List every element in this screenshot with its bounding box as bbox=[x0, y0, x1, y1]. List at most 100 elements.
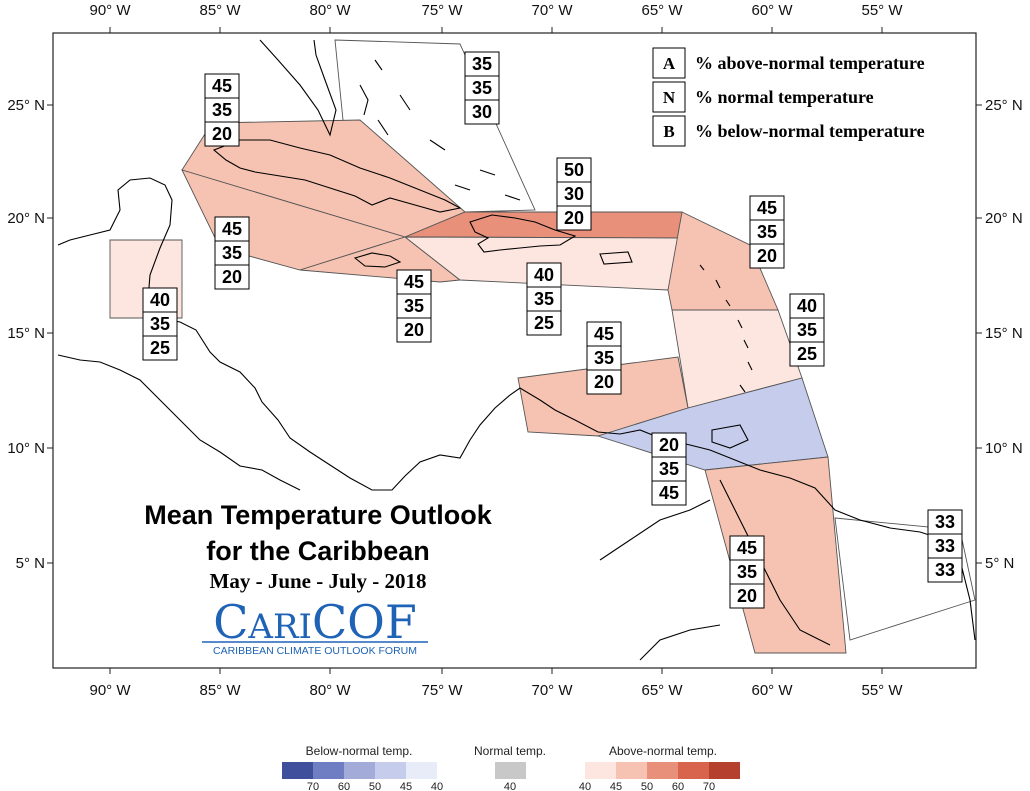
legend-below-tick: 50 bbox=[369, 781, 381, 791]
x-top-label: 55° W bbox=[861, 2, 903, 19]
box-value-B: 25 bbox=[150, 338, 170, 358]
legend-below-swatch bbox=[406, 762, 437, 779]
box-value-N: 30 bbox=[564, 184, 584, 204]
legend-normal-title: Normal temp. bbox=[474, 744, 546, 758]
box-value-B: 45 bbox=[659, 483, 679, 503]
legend-below-tick: 60 bbox=[338, 781, 350, 791]
x-bottom-label: 70° W bbox=[531, 682, 573, 699]
box-value-A: 45 bbox=[404, 272, 424, 292]
box-value-A: 40 bbox=[797, 296, 817, 316]
x-bottom-label: 75° W bbox=[421, 682, 463, 699]
box-value-N: 35 bbox=[222, 243, 242, 263]
box-cell bbox=[464, 75, 500, 101]
legend-normal-tick: 40 bbox=[504, 781, 516, 791]
box-cell bbox=[651, 480, 687, 506]
color-legend: Below-normal temp. Normal temp. Above-no… bbox=[282, 744, 740, 791]
box-cell bbox=[214, 264, 250, 290]
box-value-N: 35 bbox=[472, 78, 492, 98]
box-value-B: 20 bbox=[222, 267, 242, 287]
box-value-N: 35 bbox=[212, 100, 232, 120]
key-letter-box bbox=[652, 47, 686, 79]
box-value-B: 33 bbox=[935, 560, 955, 580]
box-cell bbox=[396, 293, 432, 319]
legend-above-tick: 45 bbox=[610, 781, 622, 791]
box-cell bbox=[789, 317, 825, 343]
box-cell bbox=[142, 311, 178, 337]
probability-box: 33 33 33 bbox=[927, 509, 963, 583]
title-block: Mean Temperature Outlook for the Caribbe… bbox=[144, 500, 493, 593]
x-bottom-label: 85° W bbox=[199, 682, 241, 699]
box-value-B: 25 bbox=[797, 344, 817, 364]
box-cell bbox=[464, 51, 500, 77]
region-french-guiana bbox=[834, 517, 976, 641]
key-text: % above-normal temperature bbox=[695, 53, 925, 73]
svg-text:CARICOF: CARICOF bbox=[213, 595, 417, 649]
box-value-A: 45 bbox=[737, 538, 757, 558]
box-cell bbox=[789, 341, 825, 367]
box-value-A: 50 bbox=[564, 160, 584, 180]
box-value-N: 33 bbox=[935, 536, 955, 556]
x-bottom-label: 60° W bbox=[751, 682, 793, 699]
probability-box: 45 35 20 bbox=[729, 535, 765, 609]
box-cell bbox=[142, 287, 178, 313]
box-cell bbox=[204, 73, 240, 99]
legend-normal-swatch bbox=[495, 762, 526, 779]
box-cell bbox=[556, 157, 592, 183]
box-value-A: 45 bbox=[212, 76, 232, 96]
probability-box: 45 35 20 bbox=[204, 73, 240, 147]
legend-below-title: Below-normal temp. bbox=[306, 744, 413, 758]
box-value-N: 35 bbox=[534, 289, 554, 309]
box-value-N: 35 bbox=[797, 320, 817, 340]
legend-above-tick: 70 bbox=[703, 781, 715, 791]
probability-box: 45 35 20 bbox=[586, 321, 622, 395]
box-value-B: 20 bbox=[212, 124, 232, 144]
box-cell bbox=[586, 369, 622, 395]
legend-below-swatch bbox=[313, 762, 344, 779]
y-left-label: 15° N bbox=[7, 325, 45, 342]
box-value-A: 45 bbox=[594, 324, 614, 344]
x-bottom-label: 55° W bbox=[861, 682, 903, 699]
box-value-N: 35 bbox=[737, 562, 757, 582]
box-value-A: 45 bbox=[757, 198, 777, 218]
box-cell bbox=[729, 583, 765, 609]
box-value-B: 20 bbox=[737, 586, 757, 606]
key-letter-box bbox=[652, 115, 686, 147]
box-value-N: 35 bbox=[150, 314, 170, 334]
box-cell bbox=[927, 533, 963, 559]
box-cell bbox=[526, 262, 562, 288]
box-cell bbox=[729, 535, 765, 561]
legend-above-swatch bbox=[585, 762, 616, 779]
legend-above-tick: 40 bbox=[579, 781, 591, 791]
probability-box: 35 35 30 bbox=[464, 51, 500, 125]
box-cell bbox=[396, 269, 432, 295]
y-right-label: 25° N bbox=[985, 97, 1023, 114]
y-left-label: 20° N bbox=[7, 210, 45, 227]
season-subtitle: May - June - July - 2018 bbox=[210, 569, 427, 593]
box-value-N: 35 bbox=[757, 222, 777, 242]
x-top-label: 75° W bbox=[421, 2, 463, 19]
box-cell bbox=[142, 335, 178, 361]
legend-below-swatch bbox=[375, 762, 406, 779]
box-cell bbox=[556, 181, 592, 207]
y-right-label: 15° N bbox=[985, 325, 1023, 342]
map-key: A % above-normal temperature N % normal tem… bbox=[652, 47, 925, 147]
box-value-N: 35 bbox=[659, 459, 679, 479]
box-cell bbox=[214, 240, 250, 266]
box-value-N: 35 bbox=[594, 348, 614, 368]
box-cell bbox=[927, 509, 963, 535]
probability-boxes: 35 35 30 45 35 20 45 35 20 45 35 20 40 35 25 50 30 20 40 35… bbox=[142, 51, 963, 609]
probability-box: 45 35 20 bbox=[396, 269, 432, 343]
box-cell bbox=[749, 243, 785, 269]
box-value-B: 30 bbox=[472, 102, 492, 122]
box-cell bbox=[927, 557, 963, 583]
box-value-A: 35 bbox=[472, 54, 492, 74]
box-value-B: 25 bbox=[534, 313, 554, 333]
x-top-label: 60° W bbox=[751, 2, 793, 19]
box-cell bbox=[204, 121, 240, 147]
x-top-label: 70° W bbox=[531, 2, 573, 19]
probability-box: 40 35 25 bbox=[789, 293, 825, 367]
box-value-A: 33 bbox=[935, 512, 955, 532]
x-top-label: 90° W bbox=[89, 2, 131, 19]
legend-above-title: Above-normal temp. bbox=[609, 744, 717, 758]
